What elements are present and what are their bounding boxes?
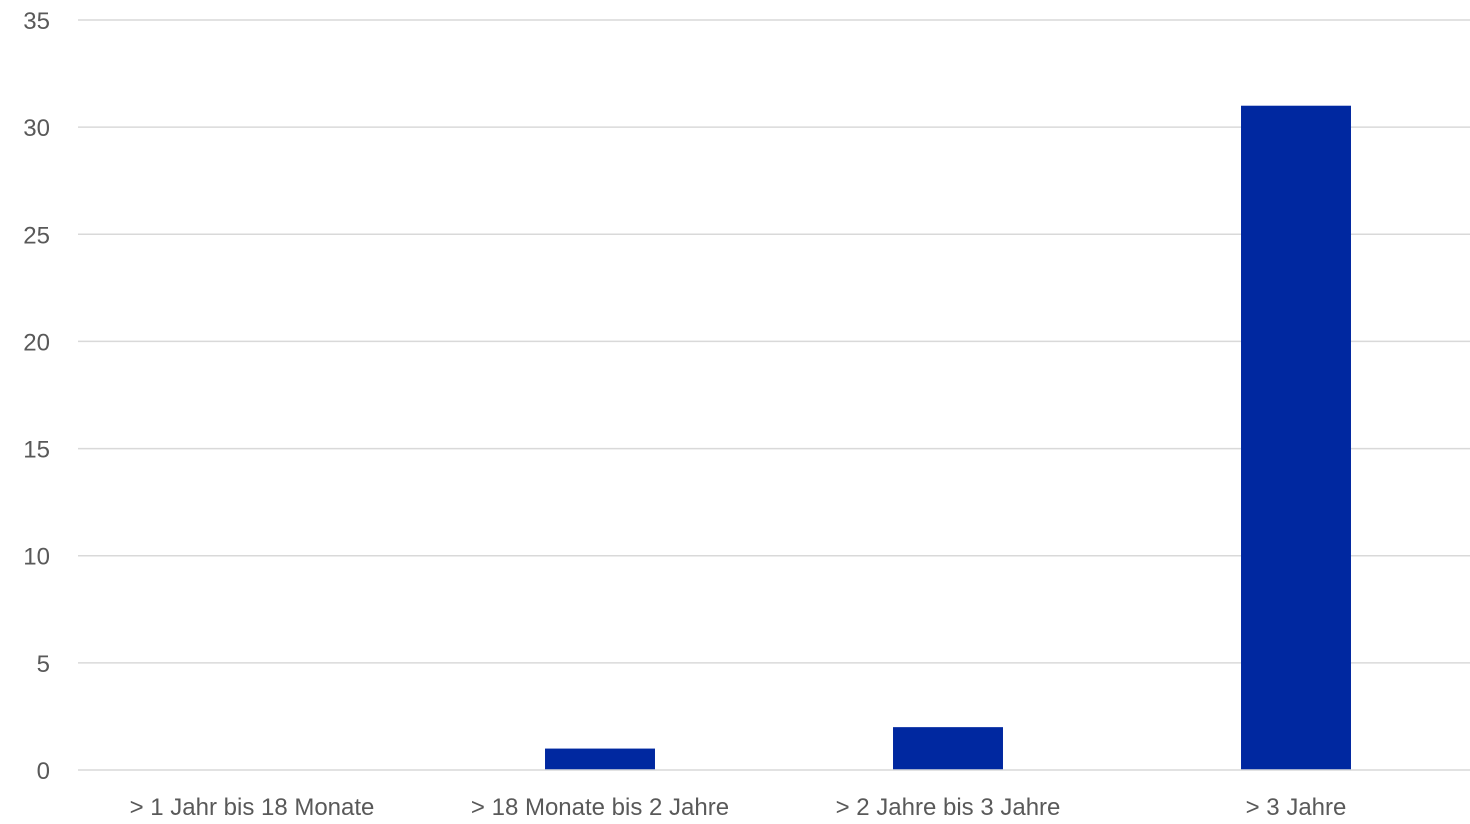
bars [545,105,1351,770]
y-tick-label: 0 [37,758,50,785]
x-axis-labels: > 1 Jahr bis 18 Monate > 18 Monate bis 2 … [130,794,1347,821]
x-tick-label: > 2 Jahre bis 3 Jahre [836,794,1061,821]
bar [545,748,655,770]
gridlines [78,19,1470,664]
y-tick-label: 30 [23,115,50,142]
y-tick-label: 25 [23,222,50,249]
y-tick-label: 10 [23,544,50,571]
y-tick-label: 35 [23,8,50,35]
y-tick-label: 15 [23,437,50,464]
y-tick-label: 5 [37,651,50,678]
bar [1241,105,1351,770]
bar [893,727,1003,770]
x-tick-label: > 18 Monate bis 2 Jahre [471,794,729,821]
x-tick-label: > 1 Jahr bis 18 Monate [130,794,375,821]
y-axis-ticks: 0 5 10 15 20 25 30 35 [23,8,50,785]
x-tick-label: > 3 Jahre [1246,794,1347,821]
y-tick-label: 20 [23,329,50,356]
